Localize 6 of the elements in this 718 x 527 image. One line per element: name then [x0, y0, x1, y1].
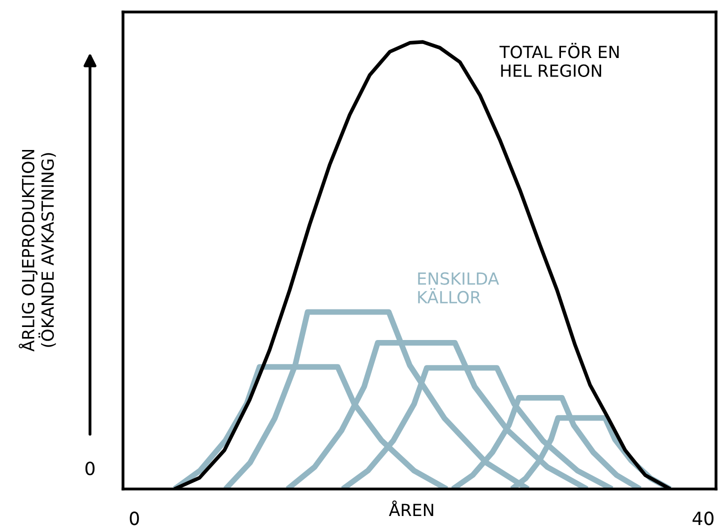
series-label: TOTAL FÖR EN HEL REGION [500, 42, 619, 77]
x-axis-title: ÅREN [388, 500, 434, 516]
x-tick-label: 40 [692, 512, 714, 526]
text: 0 [85, 462, 95, 476]
y-axis-title: ÅRLIG OLJEPRODUKTION (ÖKANDE AVKASTNING) [18, 150, 56, 352]
text: ENSKILDA KÄLLOR [418, 272, 500, 304]
